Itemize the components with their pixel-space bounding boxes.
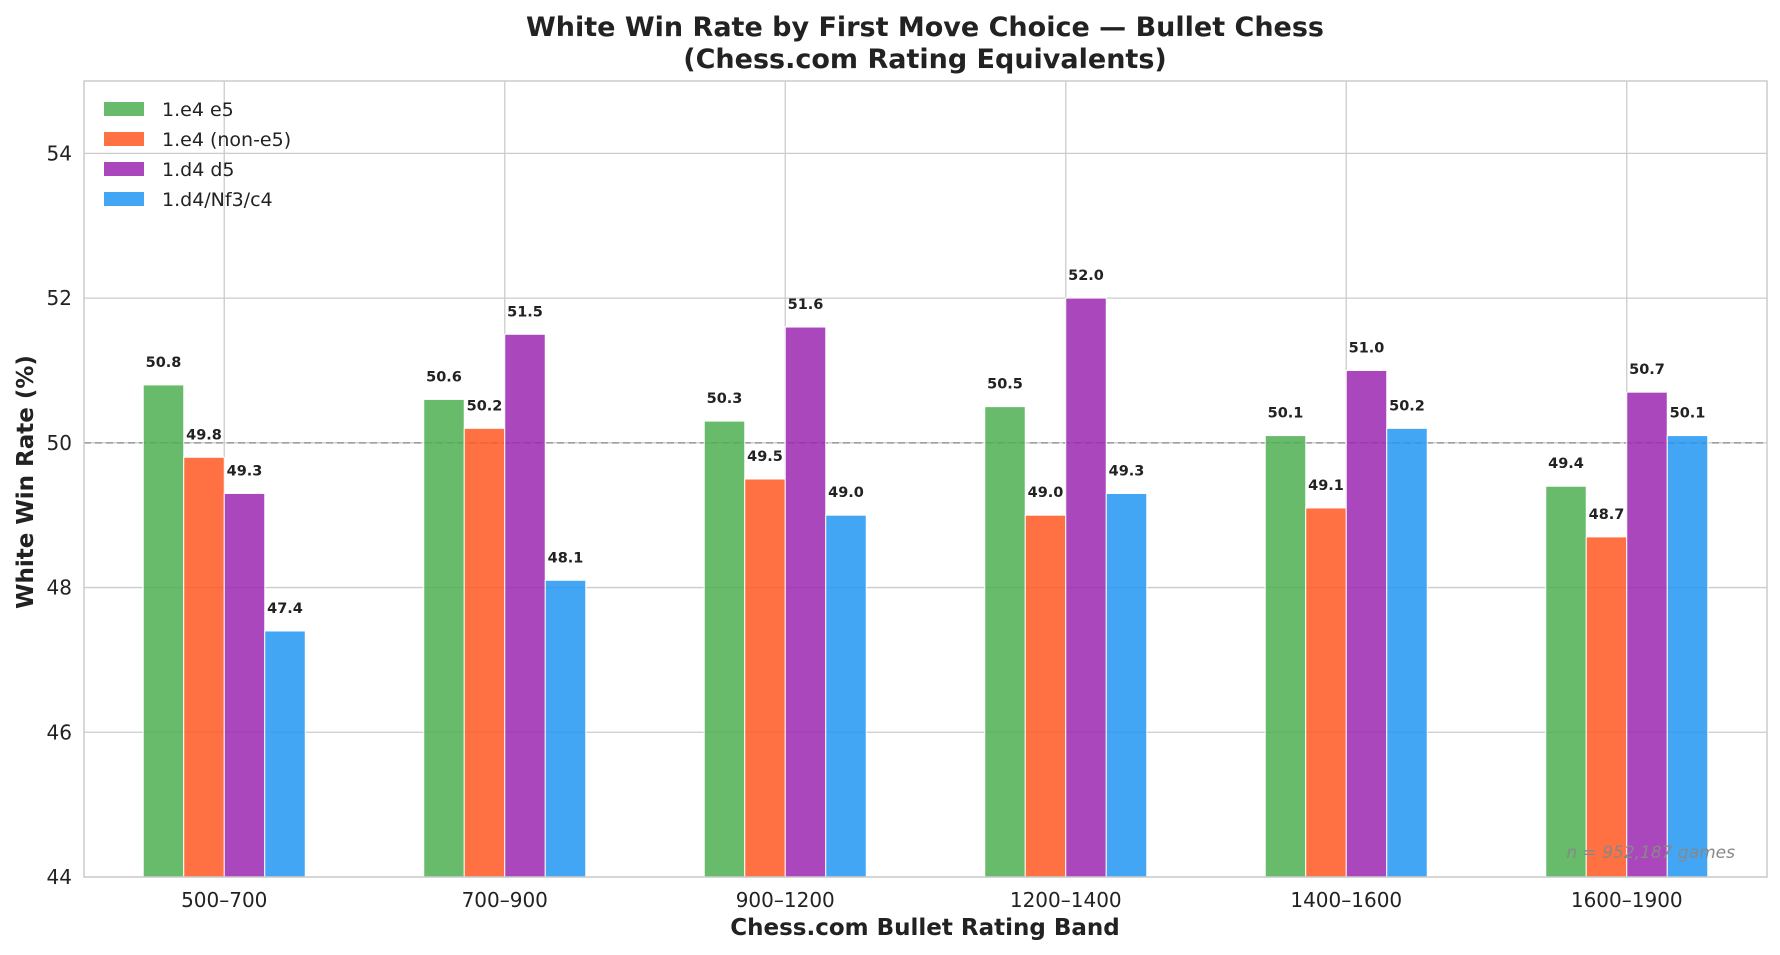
sample-size-note: n = 952,187 games [1566,843,1735,863]
data-label: 52.0 [1068,268,1104,284]
x-axis-label: Chess.com Bullet Rating Band [730,915,1120,941]
bar [423,398,465,878]
chart-title: White Win Rate by First Move Choice — Bu… [526,12,1324,43]
legend-swatch [104,132,144,146]
data-label: 49.3 [227,463,263,479]
bar [703,420,746,878]
x-tick-label: 900–1200 [736,888,835,912]
data-label: 51.5 [507,304,543,320]
y-tick-label: 46 [47,720,72,744]
data-label: 49.0 [1028,485,1064,501]
data-label: 50.5 [987,377,1023,393]
data-label: 49.8 [186,427,222,443]
bar [1065,297,1107,878]
data-labels: 50.8 49.8 49.3 47.4 50.6 50.2 51.5 48.1 50.3 49.5… [146,268,1706,617]
data-label: 50.8 [146,355,182,371]
bar [784,326,827,878]
x-tick-label: 1600–1900 [1571,888,1683,912]
y-tick-labels: 44 46 48 50 52 54 [47,141,72,889]
legend: 1.e4 e5 1.e4 (non-e5) 1.d4 d5 1.d4/Nf3/c4 [104,99,291,211]
bar [1386,427,1428,878]
legend-swatch [104,162,144,176]
bar [1585,536,1628,878]
data-label: 49.3 [1109,463,1145,479]
bar [1264,435,1307,878]
bars [142,297,1709,878]
y-tick-label: 44 [47,865,72,889]
bar [1545,485,1587,878]
data-label: 50.7 [1629,362,1665,378]
y-axis-label: White Win Rate (%) [13,355,39,609]
legend-swatch [104,102,144,116]
bar [1666,435,1709,878]
legend-swatch [104,192,144,206]
legend-label: 1.e4 (non-e5) [162,129,291,151]
data-label: 50.3 [707,391,743,407]
y-tick-label: 50 [47,431,72,455]
bar [1024,514,1067,878]
data-label: 49.0 [828,485,864,501]
data-label: 49.4 [1548,456,1584,472]
data-label: 48.7 [1589,507,1625,523]
bar [1305,507,1347,878]
legend-label: 1.d4 d5 [162,159,234,181]
data-label: 50.2 [467,398,503,414]
data-label: 50.1 [1268,406,1304,422]
legend-label: 1.e4 e5 [162,99,234,121]
plot-frame [83,80,1768,878]
bar [264,630,306,878]
y-tick-label: 52 [47,286,72,310]
data-label: 48.1 [548,550,584,566]
y-tick-label: 48 [47,576,72,600]
bar [1626,391,1668,878]
bar [142,384,185,878]
x-tick-label: 700–900 [462,888,548,912]
data-label: 50.6 [426,369,462,385]
data-label: 49.5 [747,449,783,465]
bar [744,478,786,878]
data-label: 49.1 [1308,478,1344,494]
data-label: 50.1 [1670,406,1706,422]
x-tick-label: 500–700 [181,888,267,912]
data-label: 51.6 [788,297,824,313]
bar [183,456,225,878]
x-tick-label: 1400–1600 [1290,888,1402,912]
data-label: 50.2 [1389,398,1425,414]
data-label: 51.0 [1349,340,1385,356]
bar [1345,369,1388,878]
bar [825,514,867,878]
bar [1105,492,1148,878]
data-label: 47.4 [267,601,303,617]
bar [223,492,266,878]
x-tick-label: 1200–1400 [1010,888,1122,912]
y-tick-label: 54 [47,141,72,165]
grid [84,81,1767,878]
bar [504,333,546,878]
bar [463,427,506,878]
chart-subtitle: (Chess.com Rating Equivalents) [683,44,1166,75]
x-tick-labels: 500–700 700–900 900–1200 1200–1400 1400–1600… [181,888,1683,912]
bar [984,406,1026,878]
legend-label: 1.d4/Nf3/c4 [162,189,273,211]
bar [544,579,587,878]
